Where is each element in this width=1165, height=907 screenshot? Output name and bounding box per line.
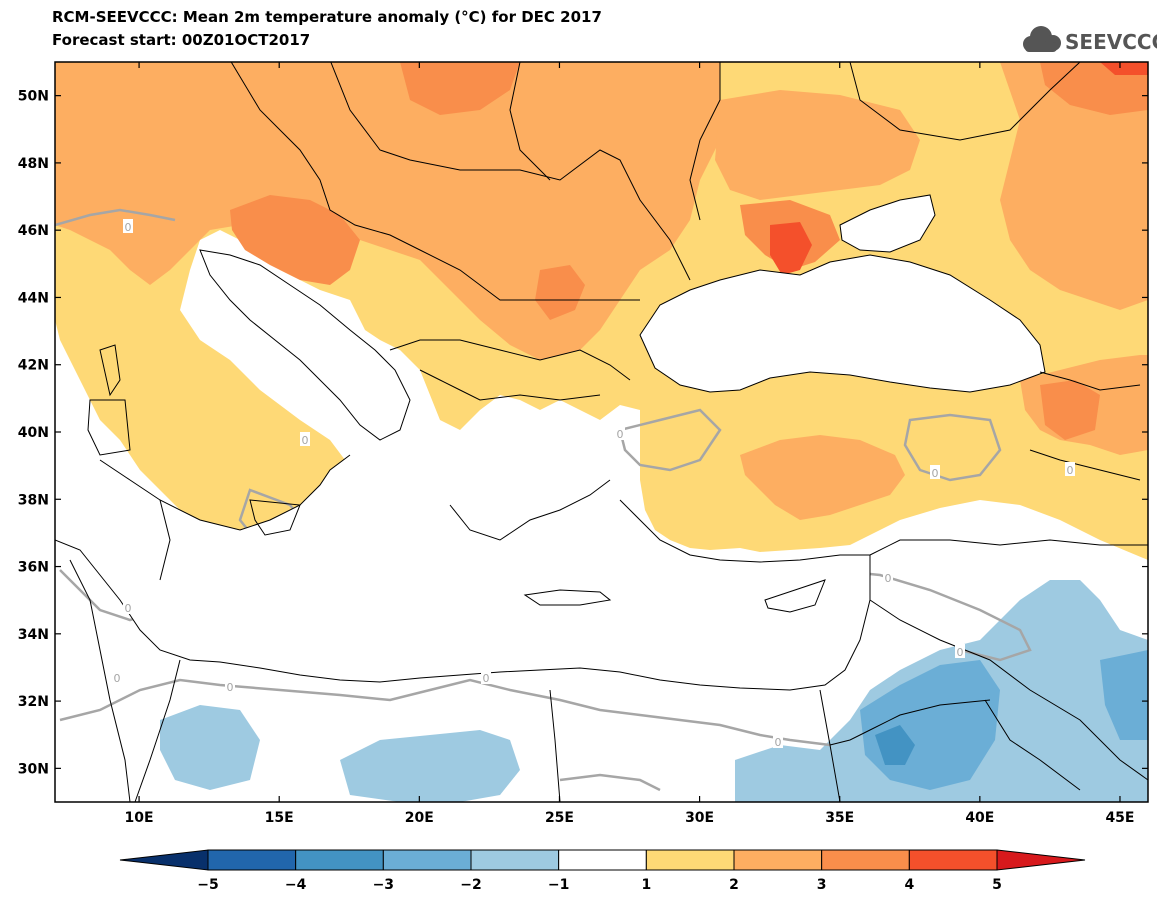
lat-tick-label: 34N <box>18 627 49 643</box>
lon-tick-label: 15E <box>265 810 294 826</box>
seevccc-logo: SEEVCCC <box>1023 26 1157 54</box>
colorbar-bin <box>207 849 297 871</box>
anomaly-area-2-3-anatolia <box>740 435 905 520</box>
sea-areas <box>55 195 1045 690</box>
anomaly-area-minus-3-jordan <box>875 725 915 765</box>
map-axes: 10E 15E 20E 25E 30E 35E 40E 45E 30N 32N 34N 36N 38N 4… <box>18 62 1148 826</box>
colorbar-extend-high <box>996 849 1086 871</box>
zero-contour-label-bg <box>300 432 310 446</box>
colorbar-label: −2 <box>460 877 481 893</box>
lon-tick-label: 45E <box>1105 810 1134 826</box>
anomaly-area-2-3-east <box>1000 62 1148 310</box>
zero-contour-label: 0 <box>1067 464 1074 477</box>
colorbar-label: −4 <box>285 877 307 893</box>
zero-contour-label: 0 <box>957 646 964 659</box>
lon-tick-label: 10E <box>125 810 154 826</box>
zero-contour-label-bg <box>773 734 783 748</box>
lon-tick-label: 30E <box>685 810 714 826</box>
colorbar-bin <box>295 849 384 871</box>
map-field <box>55 62 1148 802</box>
lon-tick-label: 20E <box>405 810 434 826</box>
colorbar-label: 4 <box>904 877 914 893</box>
black-sea <box>640 255 1045 392</box>
colorbar-label: −5 <box>197 877 218 893</box>
anomaly-area-2-3-ukraine <box>715 90 920 200</box>
colorbar-bin <box>645 849 735 871</box>
anomaly-area-3-4-georgia <box>1040 380 1100 440</box>
lat-tick-label: 38N <box>18 492 49 508</box>
colorbar-label: −3 <box>373 877 394 893</box>
lon-tick-label: 25E <box>545 810 574 826</box>
lat-tick-label: 36N <box>18 560 49 576</box>
lat-tick-label: 30N <box>18 761 49 777</box>
zero-contour-label-bg <box>615 426 625 440</box>
zero-contour-label-bg <box>481 670 491 684</box>
anomaly-area-3-4-poland <box>400 62 520 115</box>
zero-contour-label: 0 <box>775 736 782 749</box>
anomaly-area-minus-2-east <box>1100 650 1148 740</box>
colorbar-label: 5 <box>992 877 1002 893</box>
lat-tick-label: 50N <box>18 89 49 105</box>
colorbar: −5 −4 −3 −2 −1 1 2 3 4 5 <box>119 849 1086 893</box>
forecast-start-label: Forecast start: 00Z01OCT2017 <box>52 31 311 49</box>
zero-contour-label: 0 <box>125 221 132 234</box>
map-title: RCM-SEEVCCC: Mean 2m temperature anomaly… <box>52 8 602 26</box>
lon-tick-label: 40E <box>965 810 994 826</box>
logo-text: SEEVCCC <box>1065 30 1157 54</box>
colorbar-bin <box>908 849 998 871</box>
anomaly-area-minus-1-egypt-west <box>340 730 520 802</box>
boundaries <box>55 62 1148 802</box>
lon-tick-label: 35E <box>825 810 854 826</box>
lat-tick-label: 42N <box>18 358 49 374</box>
lat-tick-label: 44N <box>18 290 49 306</box>
zero-contour-label: 0 <box>227 681 234 694</box>
colorbar-bin <box>558 849 647 871</box>
anomaly-area-4-5-north <box>1100 62 1148 75</box>
zero-contour-label-bg <box>883 570 893 584</box>
zero-contour-label-bg <box>123 219 133 233</box>
anomaly-area-3-4-croatia <box>230 195 360 285</box>
colorbar-bin <box>733 849 823 871</box>
colorbar-bin <box>821 849 910 871</box>
lat-tick-label: 32N <box>18 694 49 710</box>
zero-contour-label: 0 <box>617 428 624 441</box>
colorbar-label: 1 <box>641 877 651 893</box>
zero-contour-label-bg <box>930 465 940 479</box>
sea-of-azov <box>840 195 935 252</box>
lat-tick-label: 46N <box>18 223 49 239</box>
zero-contour-label: 0 <box>302 434 309 447</box>
colorbar-extend-low <box>119 849 209 871</box>
zero-contour-label-bg <box>1065 462 1075 476</box>
mediterranean-sea <box>55 430 870 690</box>
colorbar-bin <box>470 849 560 871</box>
anomaly-area-4-5-crimea <box>770 222 812 275</box>
anomaly-area-3-4-northeast <box>1040 62 1148 115</box>
zero-contour-label: 0 <box>885 572 892 585</box>
cloud-icon <box>1023 26 1061 52</box>
zero-contour-label-bg <box>123 600 133 614</box>
zero-contour-label-bg <box>112 670 122 684</box>
colorbar-label: 2 <box>729 877 739 893</box>
zero-contour-label: 0 <box>932 467 939 480</box>
zero-contour-label-bg <box>955 644 965 658</box>
zero-contour-label: 0 <box>483 672 490 685</box>
anomaly-area-3-4-romania <box>535 265 585 320</box>
lat-tick-label: 48N <box>18 156 49 172</box>
lat-tick-label: 40N <box>18 425 49 441</box>
zero-contour-label-bg <box>225 679 235 693</box>
adriatic-sea <box>200 250 410 440</box>
colorbar-label: −1 <box>548 877 569 893</box>
colorbar-bin <box>382 849 472 871</box>
colorbar-label: 3 <box>817 877 827 893</box>
anomaly-area-minus-1-libya <box>160 705 260 790</box>
zero-contour-label: 0 <box>125 602 132 615</box>
zero-contour-label: 0 <box>114 672 121 685</box>
